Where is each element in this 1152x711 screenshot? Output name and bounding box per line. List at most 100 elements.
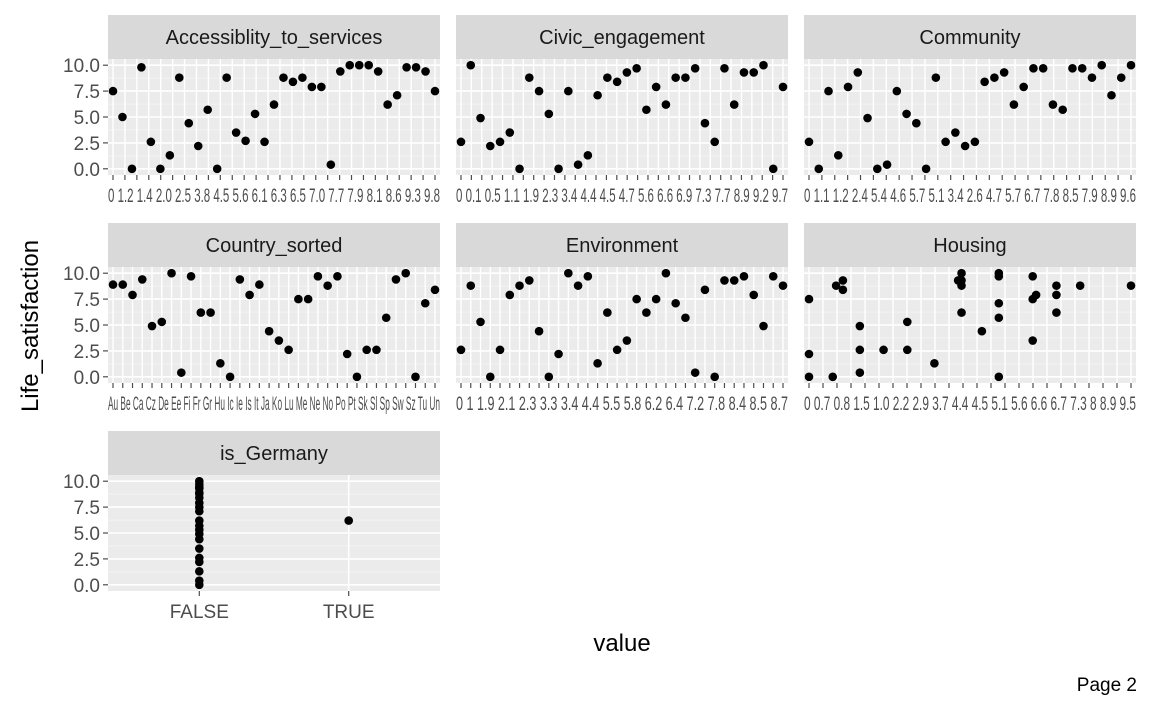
data-point <box>335 67 345 76</box>
y-tick-label: 10.0 <box>63 56 100 77</box>
data-point <box>1097 60 1107 70</box>
data-point <box>879 345 888 355</box>
data-point <box>1058 105 1067 115</box>
data-point <box>612 77 622 87</box>
data-point <box>1009 100 1019 109</box>
data-point <box>534 326 544 336</box>
panel-is-germany: is_Germany 0.0 2.5 5.0 7.5 10.0 FALSE TRUE <box>63 431 440 623</box>
data-point <box>373 67 383 76</box>
data-point <box>147 321 157 331</box>
data-point <box>838 276 848 285</box>
data-point <box>196 308 206 317</box>
data-point <box>994 272 1004 281</box>
data-point <box>515 164 524 174</box>
facet-strip <box>456 223 788 267</box>
data-point <box>195 553 204 563</box>
data-point <box>411 372 420 382</box>
data-point <box>118 280 128 289</box>
data-point <box>720 276 729 285</box>
data-point <box>1075 281 1085 290</box>
x-tick-labels: 0 1 1.9 2.1 2.3 3.3 3.4 4.4 5.5 5.8 6.2 … <box>456 394 788 415</box>
x-tick-labels: 0 1.2 1.4 2.0 2.5 3.8 4.5 5.6 6.1 6.3 6.… <box>108 186 440 207</box>
data-point <box>573 160 583 169</box>
data-point <box>255 280 264 289</box>
data-point <box>690 368 700 377</box>
data-point <box>749 68 759 77</box>
data-point <box>759 60 768 70</box>
x-tick-labels: 0 0.7 0.8 1.5 1.0 2.2 2.9 3.7 4.4 4.5 5.… <box>804 394 1136 415</box>
data-point <box>383 100 392 109</box>
data-point <box>999 68 1009 77</box>
data-point <box>534 86 544 96</box>
y-tick-label: 7.5 <box>74 290 100 311</box>
data-point <box>118 112 127 122</box>
data-point <box>804 294 814 304</box>
y-tick-label: 0.0 <box>74 160 100 181</box>
data-point <box>977 326 987 336</box>
data-point <box>264 326 274 336</box>
data-point <box>1077 64 1087 73</box>
data-point <box>456 345 466 355</box>
data-point <box>980 77 989 87</box>
y-tick-label: 5.0 <box>74 316 100 337</box>
data-point <box>622 336 632 345</box>
data-point <box>632 64 641 73</box>
data-point <box>759 321 768 331</box>
data-point <box>1087 73 1097 82</box>
data-point <box>1126 281 1136 290</box>
data-point <box>651 294 661 304</box>
data-point <box>554 349 563 359</box>
data-point <box>768 164 778 174</box>
x-axis-title: value <box>593 630 650 657</box>
data-point <box>364 60 374 70</box>
data-point <box>778 281 788 290</box>
data-point <box>294 294 303 304</box>
facet-strip-label: Environment <box>566 235 679 257</box>
data-point <box>430 86 440 96</box>
data-point <box>804 372 814 382</box>
data-point <box>700 118 710 128</box>
y-tick-label: 0.0 <box>74 368 100 389</box>
data-point <box>284 345 293 355</box>
data-point <box>603 308 612 317</box>
facet-panels: Accessiblity_to_services 0.0 2.5 5.0 7.5 10.0… <box>63 15 1136 623</box>
y-tick-label: 7.5 <box>74 82 100 103</box>
data-point <box>957 268 966 278</box>
data-point <box>186 272 196 281</box>
data-point <box>994 298 1004 308</box>
data-point <box>411 62 421 72</box>
data-point <box>831 281 841 290</box>
data-point <box>1038 64 1048 73</box>
data-point <box>1019 82 1028 92</box>
data-point <box>108 86 118 96</box>
data-point <box>583 151 593 160</box>
x-tick-label: FALSE <box>170 602 229 623</box>
facet-strip-label: Community <box>919 27 1020 49</box>
data-point <box>593 90 602 100</box>
data-point <box>495 137 505 147</box>
data-point <box>700 285 710 295</box>
data-point <box>288 77 298 87</box>
data-point <box>1031 290 1041 300</box>
data-point <box>345 60 355 70</box>
data-point <box>882 160 892 169</box>
data-point <box>804 137 814 147</box>
data-point <box>146 137 156 147</box>
data-point <box>235 275 245 284</box>
data-point <box>250 109 260 119</box>
data-point <box>583 272 593 281</box>
data-point <box>401 268 411 278</box>
data-point <box>855 345 865 355</box>
data-point <box>421 67 430 76</box>
data-point <box>420 298 430 308</box>
x-tick-labels: 0 0.1 0.5 1.1 1.9 2.3 3.4 4.4 4.5 4.7 5.… <box>456 186 788 207</box>
data-point <box>195 476 204 486</box>
y-tick-label: 7.5 <box>74 498 100 519</box>
data-point <box>1068 64 1077 73</box>
data-point <box>381 313 391 323</box>
data-point <box>485 372 495 382</box>
data-point <box>778 82 788 92</box>
data-point <box>157 317 167 327</box>
data-point <box>1028 336 1038 345</box>
